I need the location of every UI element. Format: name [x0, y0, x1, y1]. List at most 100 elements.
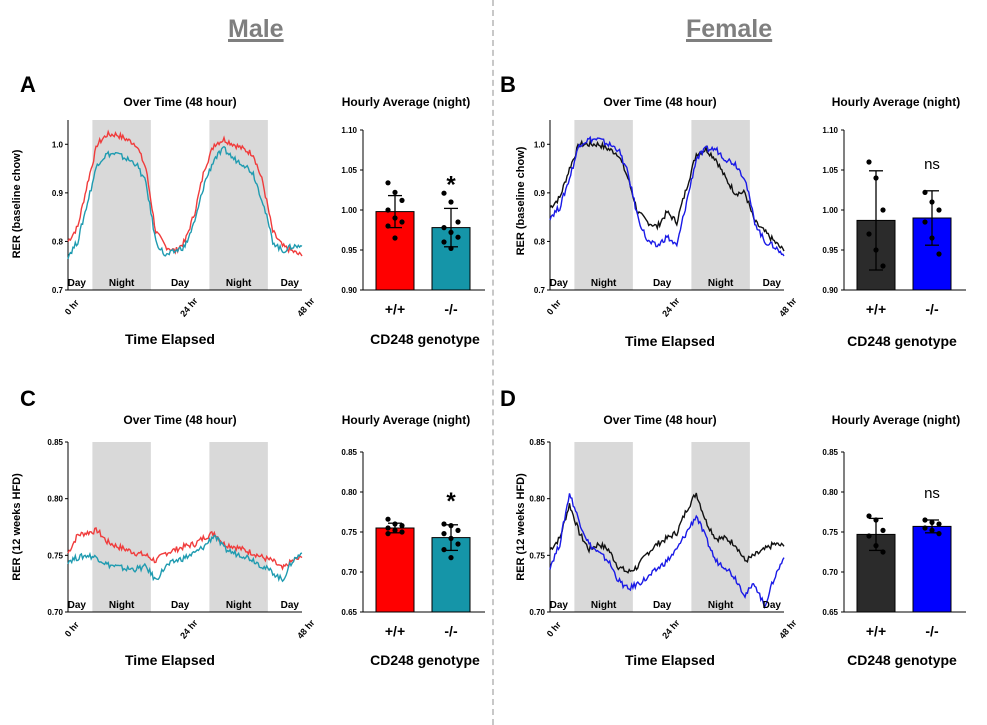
- period-label: Night: [109, 278, 135, 289]
- elapsed-tick-label: 24 hr: [660, 617, 682, 640]
- data-point: [455, 541, 461, 547]
- panel-c-time-chart: 0.70 0.75 0.80 0.85 Day Night Day Night Day 0 hr 2…: [47, 438, 316, 641]
- data-point: [385, 207, 391, 213]
- period-label: Night: [708, 278, 734, 289]
- elapsed-tick-label: 0 hr: [63, 297, 82, 316]
- y-tick-label: 0.85: [822, 448, 838, 457]
- data-point: [922, 219, 928, 225]
- y-tick-label: 0.75: [822, 528, 838, 537]
- elapsed-tick-label: 0 hr: [63, 619, 82, 638]
- bar: [912, 525, 952, 613]
- panel-c-time-title: Over Time (48 hour): [123, 413, 237, 427]
- data-point: [392, 215, 398, 221]
- y-tick-label: 0.80: [341, 488, 357, 497]
- category-label: -/-: [925, 301, 939, 317]
- period-label: Day: [763, 278, 782, 289]
- panel-c-bar-xlabel: CD248 genotype: [370, 652, 480, 668]
- elapsed-tick-label: 0 hr: [545, 297, 564, 316]
- elapsed-tick-label: 24 hr: [660, 295, 682, 318]
- period-label: Day: [763, 600, 782, 611]
- period-label: Night: [226, 278, 252, 289]
- data-point: [385, 516, 391, 522]
- data-point: [880, 263, 886, 269]
- data-point: [866, 513, 872, 519]
- panel-c-xlabel: Time Elapsed: [124, 652, 215, 668]
- data-point: [392, 235, 398, 241]
- y-tick-label: 0.80: [47, 495, 63, 504]
- data-point: [392, 527, 398, 533]
- data-point: [922, 189, 928, 195]
- y-tick-label: 1.10: [341, 126, 357, 135]
- data-point: [922, 517, 928, 523]
- bar: [375, 527, 415, 613]
- period-label: Day: [653, 278, 672, 289]
- period-label: Night: [226, 600, 252, 611]
- data-point: [873, 517, 879, 523]
- data-point: [880, 549, 886, 555]
- y-tick-label: 1.05: [341, 166, 357, 175]
- period-label: Night: [109, 600, 135, 611]
- category-label: +/+: [385, 623, 405, 639]
- y-tick-label: 0.65: [341, 608, 357, 617]
- data-point: [385, 525, 391, 531]
- data-point: [929, 235, 935, 241]
- data-point: [929, 199, 935, 205]
- series-line-female_wt: [549, 492, 785, 574]
- panel-d-bar-chart: 0.65 0.70 0.75 0.80 0.85 +/+ -/- ns: [822, 448, 966, 639]
- y-tick-label: 1.10: [822, 126, 838, 135]
- y-tick-label: 0.80: [822, 488, 838, 497]
- y-tick-label: 0.70: [341, 568, 357, 577]
- panel-letter-a: A: [20, 72, 36, 97]
- panel-c-bar-chart: 0.65 0.70 0.75 0.80 0.85 +/+ -/- *: [341, 448, 485, 639]
- panel-b-bar-chart: 0.90 0.95 1.00 1.05 1.10 +/+ -/- ns: [822, 126, 966, 317]
- panel-b-time-chart: 0.7 0.8 0.9 1.0 Day Night Day Night Day 0 hr 24 hr…: [534, 120, 799, 319]
- period-label: Night: [708, 600, 734, 611]
- data-point: [441, 190, 447, 196]
- data-point: [385, 531, 391, 537]
- y-tick-label: 0.75: [529, 551, 545, 560]
- data-point: [455, 234, 461, 240]
- night-shade: [691, 120, 750, 290]
- period-label: Day: [550, 600, 569, 611]
- data-point: [866, 533, 872, 539]
- elapsed-tick-label: 48 hr: [295, 295, 317, 318]
- y-tick-label: 0.85: [529, 438, 545, 447]
- series-line-male_ko: [67, 145, 303, 260]
- data-point: [936, 531, 942, 537]
- period-label: Day: [281, 600, 300, 611]
- data-point: [873, 247, 879, 253]
- data-point: [441, 521, 447, 527]
- data-point: [399, 529, 405, 535]
- data-point: [385, 180, 391, 186]
- data-point: [441, 239, 447, 245]
- data-point: [399, 197, 405, 203]
- series-line-female_wt: [549, 139, 785, 252]
- y-tick-label: 1.00: [822, 206, 838, 215]
- y-tick-label: 0.85: [47, 438, 63, 447]
- period-label: Night: [591, 600, 617, 611]
- data-point: [441, 225, 447, 231]
- panel-divider: [492, 0, 494, 725]
- panel-a-bar-chart: 0.90 0.95 1.00 1.05 1.10 +/+ -/- *: [341, 126, 485, 317]
- panel-d-time-chart: 0.70 0.75 0.80 0.85 Day Night Day Night Day 0 hr 2…: [529, 438, 798, 641]
- significance-label: ns: [924, 485, 940, 502]
- panel-a-bar-title: Hourly Average (night): [341, 95, 471, 109]
- period-label: Day: [653, 600, 672, 611]
- series-line-male_ko: [67, 534, 303, 583]
- night-shade: [92, 442, 151, 612]
- period-label: Day: [550, 278, 569, 289]
- significance-label: *: [446, 171, 456, 198]
- period-label: Day: [68, 278, 87, 289]
- data-point: [392, 521, 398, 527]
- series-line-male_wt: [67, 129, 303, 257]
- data-point: [936, 521, 942, 527]
- data-point: [392, 189, 398, 195]
- data-point: [866, 231, 872, 237]
- y-tick-label: 0.7: [52, 286, 64, 295]
- period-label: Day: [171, 600, 190, 611]
- y-tick-label: 0.85: [341, 448, 357, 457]
- y-tick-label: 0.7: [534, 286, 546, 295]
- data-point: [880, 207, 886, 213]
- panel-letter-c: C: [20, 386, 36, 411]
- y-tick-label: 0.75: [341, 528, 357, 537]
